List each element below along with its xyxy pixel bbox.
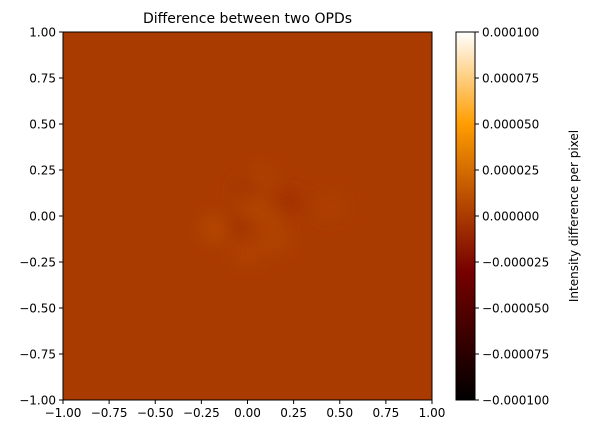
colorbar-tick-label: −0.000075 bbox=[482, 348, 549, 362]
x-tick-label: 0.00 bbox=[234, 406, 261, 420]
heatmap-feature bbox=[261, 227, 290, 252]
x-tick-label: −0.50 bbox=[137, 406, 174, 420]
x-tick-label: 0.50 bbox=[326, 406, 353, 420]
y-axis: 1.00 0.75 0.50 0.25 0.00 −0.25 −0.50 −0.75 −1.00 bbox=[19, 26, 63, 408]
heatmap-feature bbox=[316, 194, 345, 219]
colorbar-ticks: 0.000100 0.000075 0.000050 0.000025 0.000000… bbox=[475, 26, 549, 408]
colorbar-bar bbox=[455, 31, 476, 401]
y-tick-label: −0.50 bbox=[19, 302, 56, 316]
heatmap-feature bbox=[233, 240, 262, 265]
colorbar: 0.000100 0.000075 0.000050 0.000025 0.000000… bbox=[455, 26, 581, 408]
x-tick-label: −1.00 bbox=[45, 406, 82, 420]
chart-title: Difference between two OPDs bbox=[143, 11, 352, 27]
x-tick-label: 1.00 bbox=[419, 406, 446, 420]
plot-area bbox=[62, 31, 433, 401]
x-tick-label: −0.25 bbox=[183, 406, 220, 420]
y-tick-label: 0.00 bbox=[29, 210, 56, 224]
y-tick-label: −0.75 bbox=[19, 348, 56, 362]
y-tick-label: −0.25 bbox=[19, 256, 56, 270]
y-tick-label: −1.00 bbox=[19, 394, 56, 408]
heatmap-feature bbox=[274, 189, 303, 214]
x-tick-label: 0.25 bbox=[280, 406, 307, 420]
colorbar-tick-label: 0.000100 bbox=[482, 26, 539, 40]
x-tick-label: −0.75 bbox=[91, 406, 128, 420]
heatmap-features bbox=[202, 167, 345, 265]
colorbar-label: Intensity difference per pixel bbox=[567, 130, 581, 302]
x-axis: −1.00 −0.75 −0.50 −0.25 0.00 0.25 0.50 0.75 1.00 bbox=[45, 400, 446, 420]
colorbar-tick-label: −0.000050 bbox=[482, 302, 549, 316]
heatmap-feature bbox=[224, 213, 253, 238]
y-tick-label: 0.75 bbox=[29, 72, 56, 86]
heatmap-feature bbox=[255, 204, 284, 228]
y-tick-label: 1.00 bbox=[29, 26, 56, 40]
colorbar-tick-label: −0.000025 bbox=[482, 256, 549, 270]
colorbar-tick-label: 0.000050 bbox=[482, 118, 539, 132]
y-tick-label: 0.50 bbox=[29, 118, 56, 132]
heatmap-feature bbox=[202, 216, 231, 241]
x-tick-label: 0.75 bbox=[373, 406, 400, 420]
colorbar-tick-label: −0.000100 bbox=[482, 394, 549, 408]
y-tick-label: 0.25 bbox=[29, 164, 56, 178]
colorbar-tick-label: 0.000025 bbox=[482, 164, 539, 178]
colorbar-tick-label: 0.000000 bbox=[482, 210, 539, 224]
colorbar-tick-label: 0.000075 bbox=[482, 72, 539, 86]
heatmap-feature bbox=[233, 176, 262, 201]
